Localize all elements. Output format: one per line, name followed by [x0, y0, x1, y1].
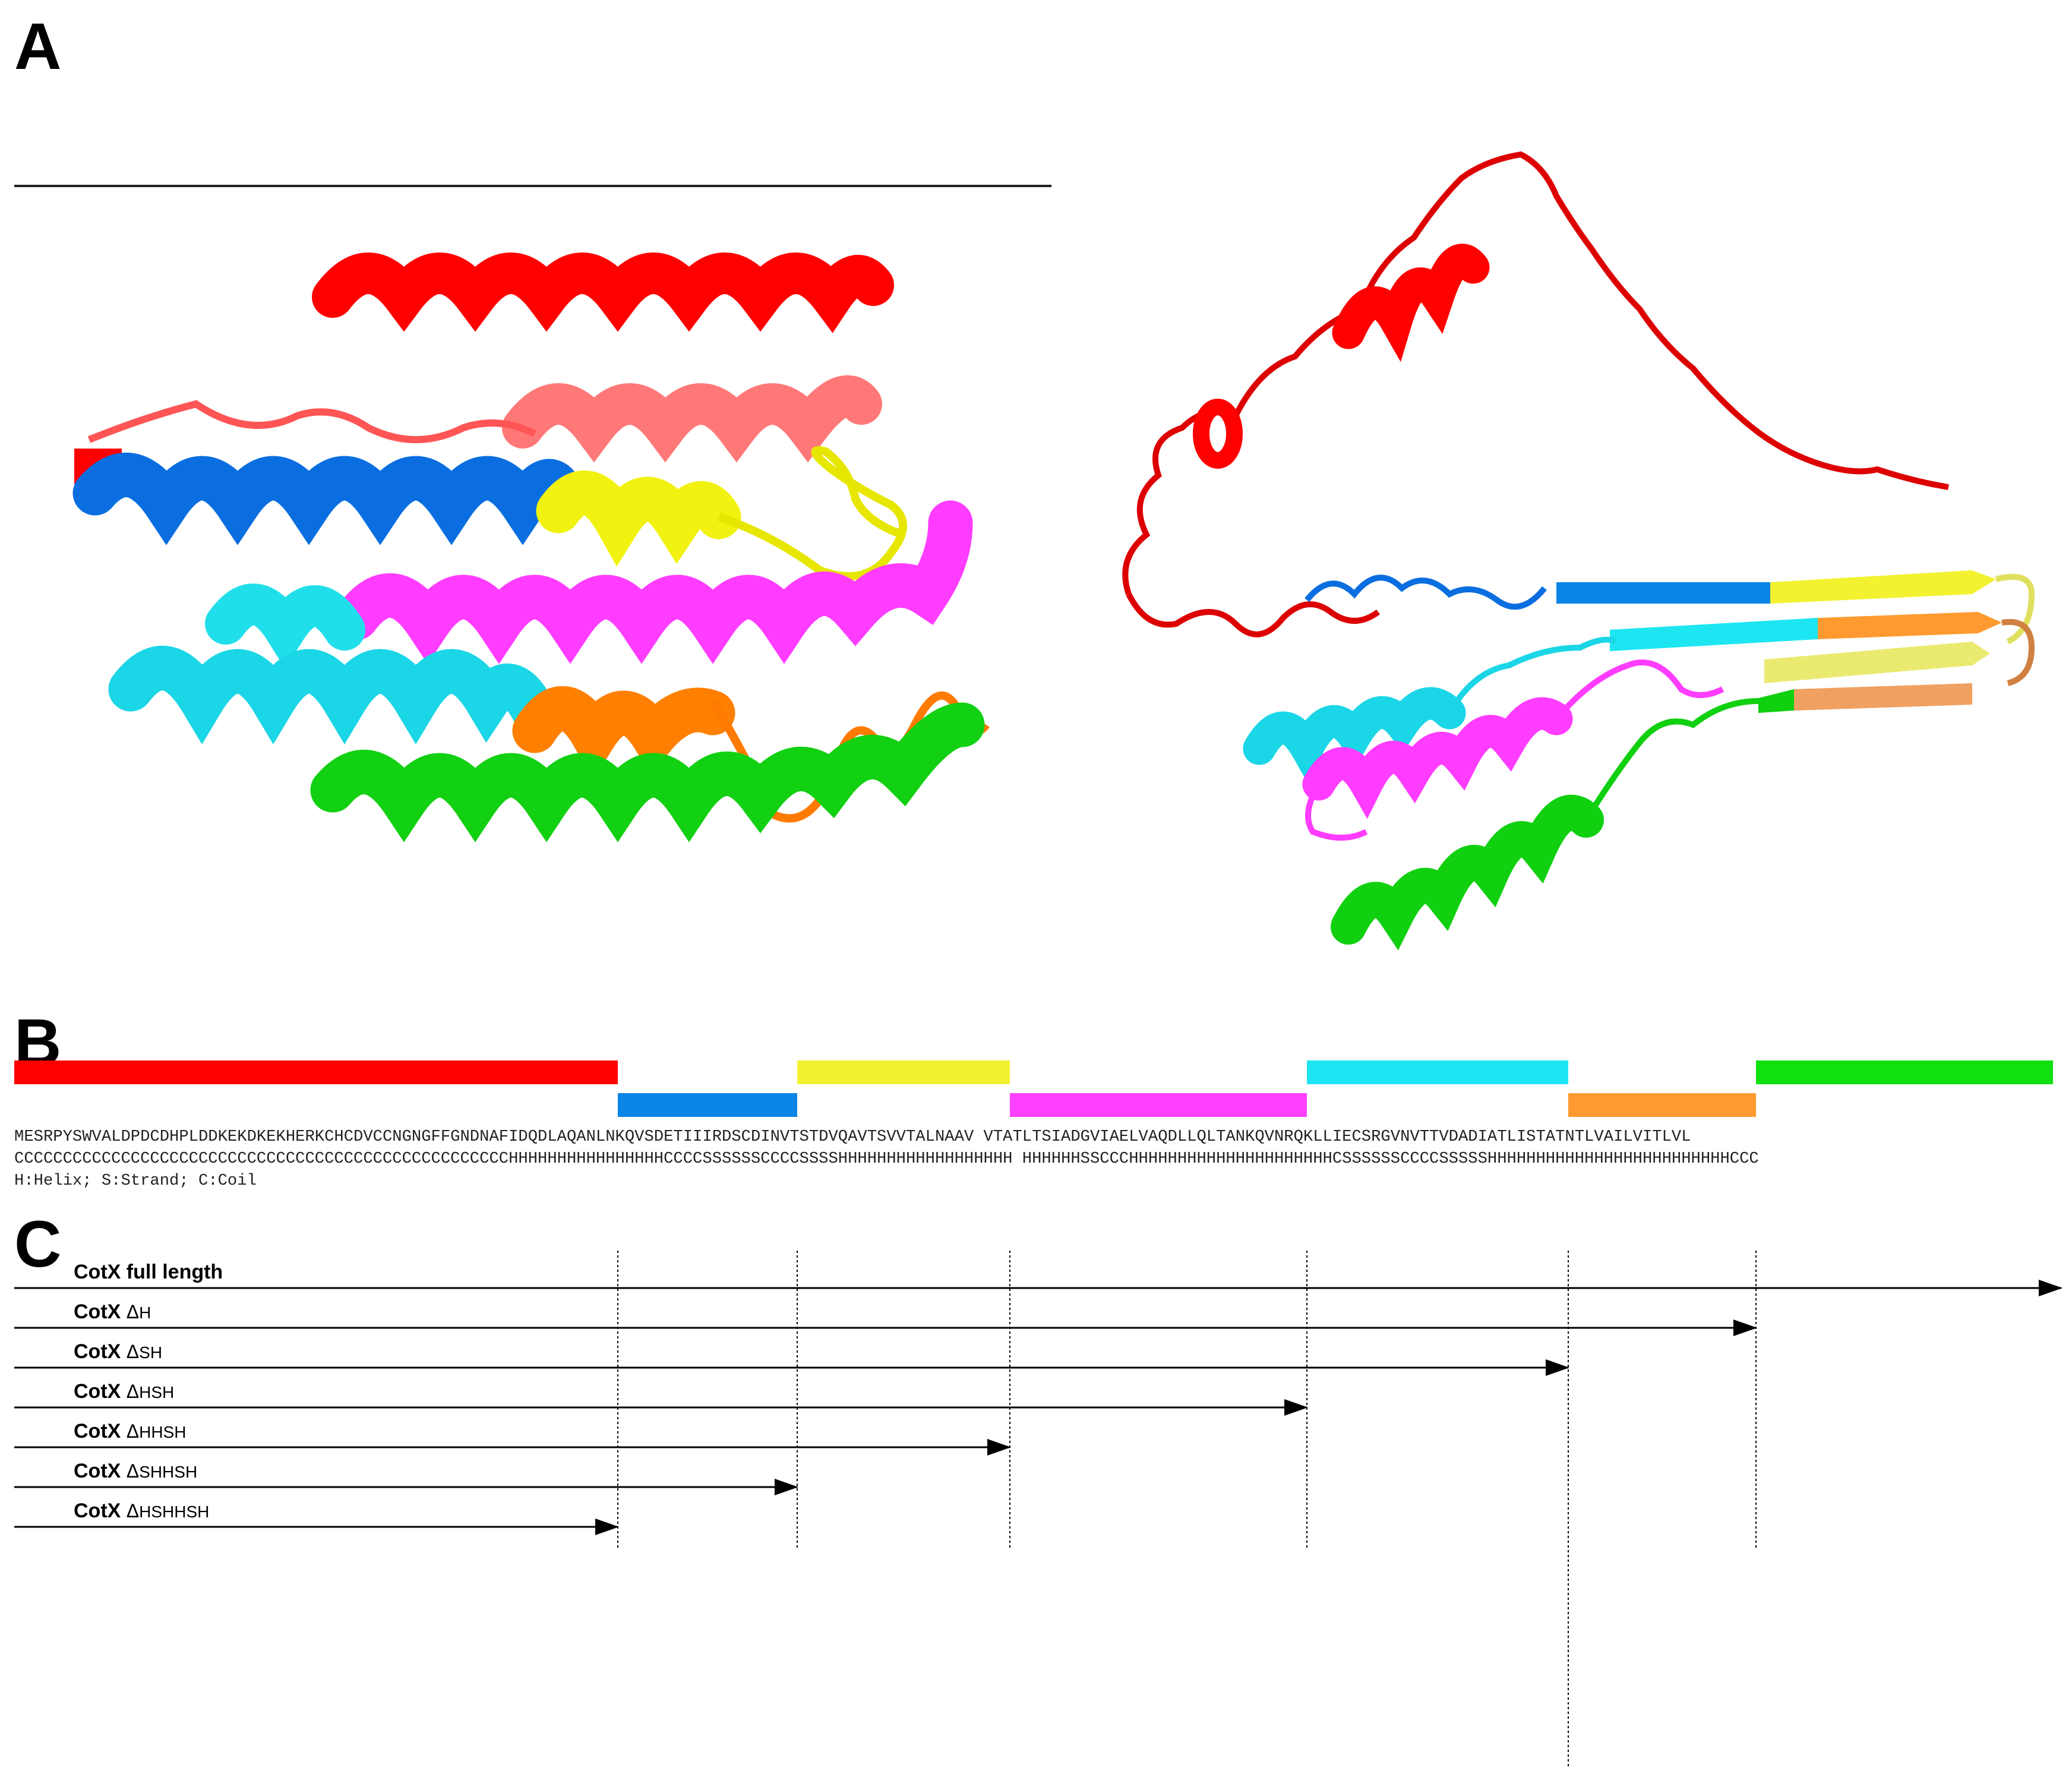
- construct-delta: Δ: [126, 1500, 140, 1522]
- construct-name: CotX: [74, 1460, 127, 1482]
- construct-suffix: SH: [139, 1343, 163, 1362]
- construct-delta: Δ: [126, 1460, 140, 1482]
- magenta-coil-right: [1305, 659, 1724, 841]
- orange-loop-right: [2001, 618, 2035, 686]
- construct-name: CotX: [74, 1380, 127, 1403]
- magenta-helix: [334, 500, 973, 664]
- green-strand-right: [1758, 689, 1794, 713]
- orange-strand-low: [1794, 683, 1972, 711]
- red-helix-right: [1332, 244, 1490, 362]
- segment-cyan: [1307, 1060, 1568, 1084]
- yellow-loop: [717, 446, 907, 580]
- construct-arrows: [14, 1280, 2062, 1535]
- sequence-secondary: CCCCCCCCCCCCCCCCCCCCCCCCCCCCCCCCCCCCCCCC…: [14, 1150, 1759, 1168]
- red-coil-lower: [1126, 592, 1380, 637]
- structure-panel: [14, 151, 2035, 951]
- sequence-legend: H:Helix; S:Strand; C:Coil: [14, 1172, 257, 1190]
- segment-red: [14, 1060, 618, 1084]
- construct-suffix: H: [139, 1303, 151, 1322]
- blue-helix: [72, 452, 581, 545]
- left-structure: [72, 252, 990, 842]
- construct-name: CotX: [74, 1420, 127, 1442]
- construct-suffix: HSHHSH: [139, 1502, 210, 1521]
- construct-label: CotX ΔHSH: [74, 1381, 174, 1401]
- yellow-helix: [536, 471, 741, 567]
- orange-helix: [512, 686, 735, 781]
- construct-delta: Δ: [126, 1421, 140, 1442]
- construct-label: CotX ΔSHHSH: [74, 1461, 197, 1481]
- construct-name: CotX: [74, 1500, 127, 1522]
- red-helix-back: [502, 375, 882, 463]
- construct-label: CotX ΔHHSH: [74, 1421, 187, 1441]
- right-structure: [1122, 151, 2035, 951]
- cyan-helix-right: [1243, 687, 1466, 784]
- construct-delta: Δ: [126, 1381, 140, 1402]
- construct-label: CotX ΔSH: [74, 1341, 162, 1362]
- construct-label: CotX ΔHSHHSH: [74, 1501, 209, 1521]
- segment-blue: [618, 1093, 797, 1117]
- segment-orange: [1568, 1093, 1756, 1117]
- yellow-loop-right: [1995, 573, 2035, 645]
- segment-magenta: [1010, 1093, 1307, 1117]
- construct-suffix: full length: [126, 1261, 223, 1283]
- cyan-helix-lower: [108, 646, 557, 744]
- segment-green: [1756, 1060, 2053, 1084]
- panel-label-a: A: [14, 10, 62, 83]
- construct-suffix: HHSH: [139, 1423, 187, 1441]
- cyan-strand: [1610, 618, 1818, 651]
- green-coil-right: [1583, 698, 1759, 822]
- segment-yellow: [797, 1060, 1010, 1084]
- red-coil-right: [1122, 151, 1949, 595]
- construct-name: CotX: [74, 1261, 127, 1283]
- construct-delta: Δ: [126, 1341, 140, 1362]
- construct-delta: Δ: [126, 1301, 140, 1322]
- orange-strand-top: [1818, 612, 2002, 639]
- yellow-strand-top: [1770, 570, 1996, 604]
- magenta-helix-right: [1302, 697, 1573, 819]
- sequence-residues: MESRPYSWVALDPDCDHPLDDKEKDKEKHERKCHCDVCCN…: [14, 1128, 1691, 1146]
- red-helix-top: [312, 252, 894, 333]
- red-helix-ring: [1193, 399, 1243, 469]
- green-helix-right: [1331, 794, 1604, 951]
- construct-label: CotX full length: [74, 1262, 223, 1282]
- construct-suffix: SHHSH: [139, 1463, 198, 1481]
- blue-strand: [1556, 582, 1770, 604]
- panel-label-c: C: [14, 1208, 62, 1281]
- construct-label: CotX ΔH: [74, 1302, 151, 1322]
- red-coil: [87, 400, 536, 443]
- boundary-lines: [617, 1251, 1757, 1767]
- construct-suffix: HSH: [139, 1383, 175, 1401]
- blue-coil-right: [1305, 575, 1547, 610]
- cyan-helix-upper: [205, 583, 365, 669]
- green-helix: [310, 702, 985, 842]
- cyan-coil-right: [1446, 636, 1618, 715]
- construct-name: CotX: [74, 1340, 127, 1363]
- yellow-strand-mid: [1764, 642, 1990, 683]
- construct-name: CotX: [74, 1300, 127, 1323]
